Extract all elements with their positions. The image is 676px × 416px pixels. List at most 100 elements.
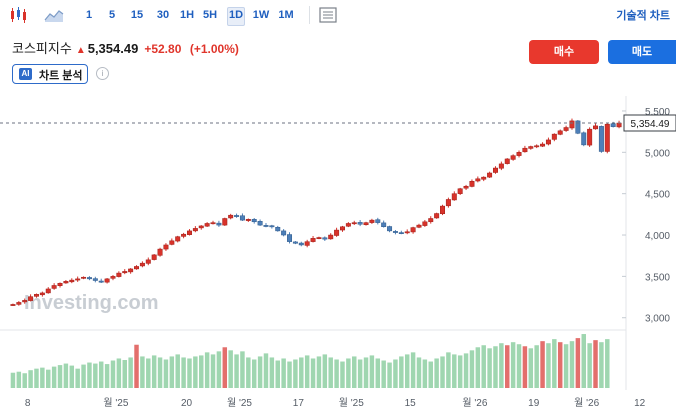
last-price-box [623, 114, 676, 132]
candle-body [204, 223, 210, 227]
candle-body [169, 240, 175, 245]
x-axis: 8 월 '25 20 월 '25 17 월 '25 15 월 '26 19 월 '26 12 [25, 397, 646, 409]
interval-1m[interactable]: 1M [278, 9, 294, 21]
interval-15[interactable]: 15 [130, 9, 144, 21]
volume-bar [46, 369, 51, 388]
volume-bar [222, 347, 228, 388]
volume-bar [275, 360, 280, 388]
watermark: Investing.com [24, 292, 158, 314]
candlestick-chart-icon[interactable] [8, 6, 28, 24]
candle-body [487, 172, 493, 178]
volume-bar [204, 352, 210, 388]
volume-bar [310, 358, 316, 388]
buy-button[interactable]: 매수 [529, 40, 599, 64]
volume-bar [316, 356, 322, 388]
y-tick-label: 5,000 [645, 148, 670, 159]
volume-bar [363, 357, 369, 388]
candle-body [575, 120, 581, 134]
candle-body [316, 237, 322, 239]
interval-5h[interactable]: 5H [202, 9, 218, 21]
ai-chart-analysis-label: 차트 분석 [39, 70, 83, 82]
candle-body [134, 266, 140, 270]
candle-body [281, 230, 287, 236]
candle-body [381, 222, 387, 228]
candle-body [363, 222, 369, 226]
volume-bar [440, 356, 445, 388]
x-tick-label: 20 [181, 398, 193, 409]
candle-body [440, 205, 446, 215]
x-tick-label: 월 '25 [103, 397, 128, 409]
volume-bar [287, 361, 292, 388]
volume-bar [98, 361, 104, 388]
candle-body [481, 176, 487, 180]
volume-bar [140, 356, 145, 388]
volume-bar [110, 360, 116, 388]
candle-body [122, 271, 128, 274]
volume-bar [81, 364, 86, 388]
volume-bar [457, 355, 463, 388]
info-icon[interactable]: i [96, 67, 109, 80]
indicators-icon[interactable] [318, 6, 338, 24]
volume-bar [516, 344, 522, 388]
volume-bar [181, 357, 186, 388]
candle-body [310, 238, 316, 242]
interval-1w[interactable]: 1W [252, 9, 270, 21]
volume-bar [28, 370, 33, 388]
volume-bar [352, 356, 357, 388]
volume-bar [146, 358, 151, 388]
candle-body [110, 276, 116, 279]
candle-body [475, 178, 481, 182]
candle-body [245, 219, 251, 221]
candle-body [516, 152, 522, 156]
candle-body [228, 214, 234, 219]
candle-body [369, 219, 375, 223]
candle-body [234, 215, 240, 217]
candle-body [557, 130, 563, 135]
volume-bar [34, 368, 39, 388]
interval-30[interactable]: 30 [156, 9, 170, 21]
interval-1d[interactable]: 1D [227, 7, 245, 26]
volume-bar [593, 340, 598, 388]
x-tick-label: 월 '25 [227, 397, 252, 409]
y-tick-label: 3,500 [645, 272, 670, 283]
area-chart-icon[interactable] [44, 6, 64, 24]
volume-bar [187, 358, 192, 388]
candle-body [116, 272, 122, 277]
candle-body [569, 120, 575, 129]
ai-chart-analysis-button[interactable]: AI 차트 분석 [12, 64, 88, 84]
volume-bar [163, 359, 169, 388]
candle-body [545, 139, 551, 145]
candle-body [216, 222, 222, 226]
candle-body [181, 233, 187, 237]
candle-body [357, 222, 363, 225]
technical-chart-link[interactable]: 기술적 차트 [616, 10, 670, 22]
candle-body [151, 254, 157, 260]
y-tick-label: 4,500 [645, 190, 670, 201]
index-name: 코스피지수 [12, 41, 72, 56]
volume-bar [228, 350, 233, 388]
volume-bar [157, 357, 163, 388]
volume-bar [63, 363, 69, 388]
candle-body [492, 167, 498, 173]
x-tick-label: 월 '26 [574, 397, 599, 409]
volume-bar [552, 339, 557, 388]
volume-bar [557, 342, 563, 388]
volume-bar [569, 341, 575, 388]
price-chart[interactable]: Investing.com 3,000 3,500 4,000 4,500 5,000 5… [0, 96, 676, 416]
sell-button[interactable]: 매도 [608, 40, 676, 64]
volume-bar [175, 354, 180, 388]
volume-bar [481, 345, 486, 388]
volume-bar [57, 365, 63, 388]
current-price: 5,354.49 [87, 41, 139, 56]
candle-body [593, 125, 599, 130]
interval-5[interactable]: 5 [108, 9, 116, 21]
candle-body [404, 231, 410, 234]
candle-body [257, 221, 263, 226]
candle-body [498, 163, 504, 169]
interval-1[interactable]: 1 [85, 9, 93, 21]
up-arrow-icon: ▲ [75, 45, 86, 56]
interval-1h[interactable]: 1H [179, 9, 195, 21]
volume-bar [493, 346, 498, 388]
candle-body [434, 213, 440, 219]
candle-body [587, 128, 593, 146]
